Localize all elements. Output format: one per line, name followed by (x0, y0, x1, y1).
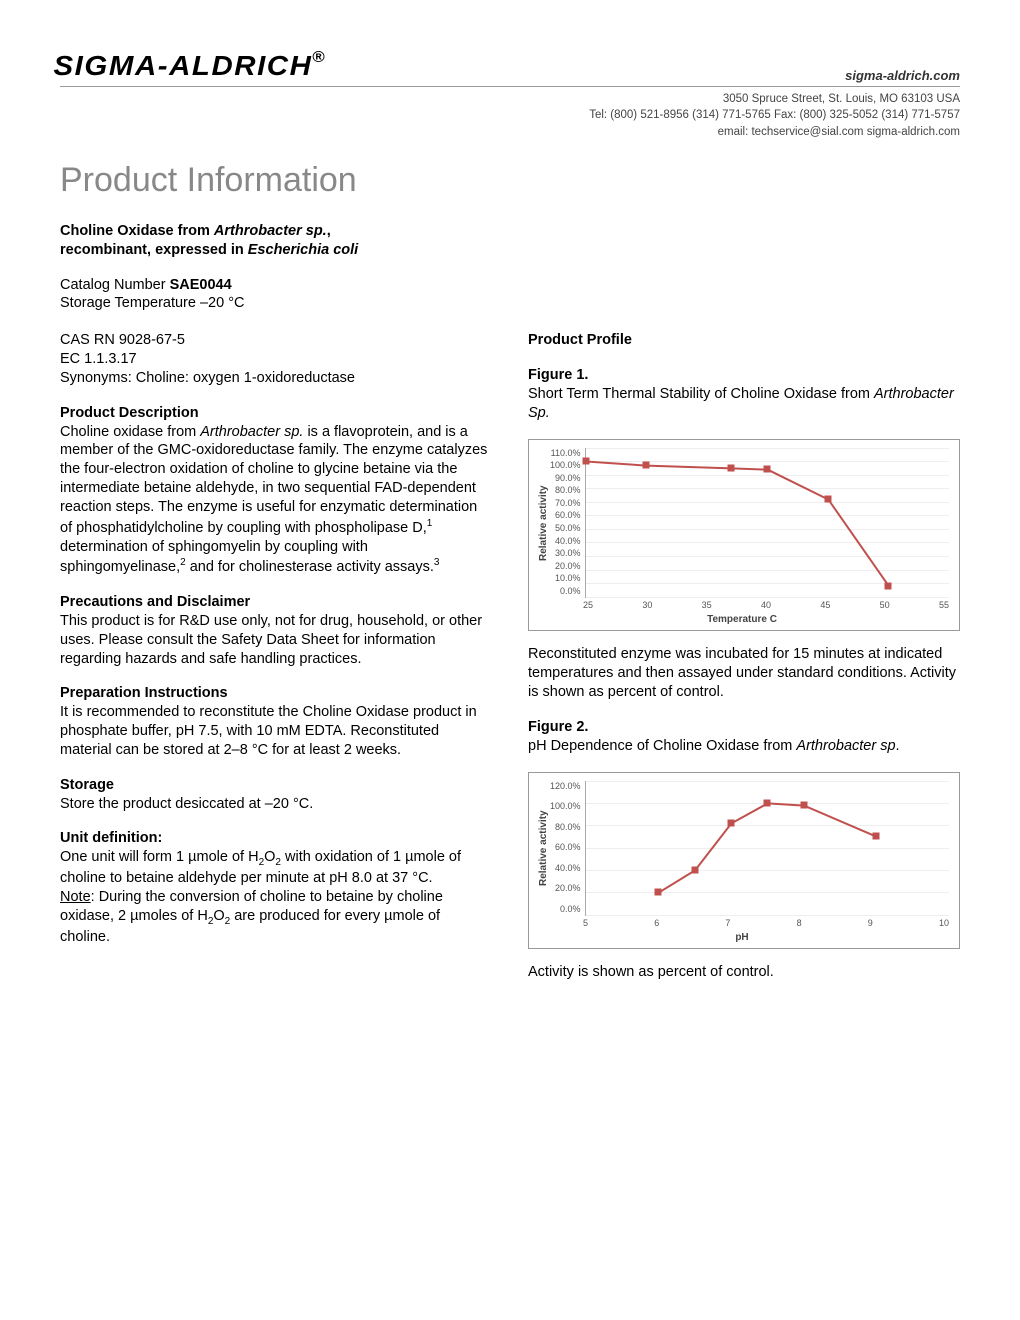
ref-1: 1 (427, 518, 433, 529)
fig2-title-a: pH Dependence of Choline Oxidase from (528, 738, 796, 754)
micro-1: µ (188, 849, 196, 865)
chart-2: Relative activity120.0%100.0%80.0%60.0%4… (528, 772, 960, 950)
product-name-suffix: , (327, 223, 331, 239)
unit-b: mole of H (197, 849, 259, 865)
product-name-species: Arthrobacter sp. (214, 223, 327, 239)
fig1-caption: Reconstituted enzyme was incubated for 1… (528, 645, 960, 702)
unit-heading: Unit definition: (60, 829, 492, 848)
prec-text: This product is for R&D use only, not fo… (60, 612, 492, 669)
note-b: moles of H (139, 908, 208, 924)
storage-section: Storage Store the product desiccated at … (60, 776, 492, 814)
product-line2a: recombinant, expressed in (60, 242, 248, 258)
preparation: Preparation Instructions It is recommend… (60, 684, 492, 759)
catalog-label: Catalog Number (60, 277, 170, 293)
site-url: sigma-aldrich.com (845, 68, 960, 85)
note-c: O (213, 908, 224, 924)
fig2-title-c: . (896, 738, 900, 754)
identifiers: CAS RN 9028-67-5 EC 1.1.3.17 Synonyms: C… (60, 331, 492, 388)
unit-a: One unit will form 1 (60, 849, 188, 865)
left-column: CAS RN 9028-67-5 EC 1.1.3.17 Synonyms: C… (60, 331, 492, 998)
cas-rn: CAS RN 9028-67-5 (60, 331, 492, 350)
product-description: Product Description Choline oxidase from… (60, 404, 492, 577)
right-column: Product Profile Figure 1. Short Term The… (528, 331, 960, 998)
unit-definition: Unit definition: One unit will form 1 µm… (60, 829, 492, 946)
storage-heading: Storage (60, 776, 492, 795)
desc-text-c: is a flavoprotein, and is a member of th… (60, 424, 487, 536)
contact-address: 3050 Spruce Street, St. Louis, MO 63103 … (60, 91, 960, 107)
prep-heading: Preparation Instructions (60, 684, 492, 703)
contact-block: 3050 Spruce Street, St. Louis, MO 63103 … (60, 91, 960, 139)
desc-text-e: and for cholinesterase activity assays. (186, 559, 434, 575)
prep-text: It is recommended to reconstitute the Ch… (60, 703, 492, 760)
brand-logo: SIGMA-ALDRICH® (54, 48, 327, 84)
contact-email: email: techservice@sial.com sigma-aldric… (60, 124, 960, 140)
figure-1-block: Figure 1. Short Term Thermal Stability o… (528, 366, 960, 423)
note-label: Note (60, 889, 91, 905)
fig2-title-b: Arthrobacter sp (796, 738, 895, 754)
synonyms: Synonyms: Choline: oxygen 1-oxidoreducta… (60, 369, 492, 388)
unit-d: with oxidation of 1 (281, 849, 405, 865)
product-intro: Choline Oxidase from Arthrobacter sp., r… (60, 222, 492, 313)
page-title: Product Information (60, 158, 960, 202)
prec-heading: Precautions and Disclaimer (60, 593, 492, 612)
contact-phone: Tel: (800) 521-8956 (314) 771-5765 Fax: … (60, 107, 960, 123)
storage-text: Store the product desiccated at –20 °C. (60, 795, 492, 814)
logo-text: SIGMA-ALDRICH (54, 50, 313, 81)
figure-2-block: Figure 2. pH Dependence of Choline Oxida… (528, 718, 960, 756)
desc-heading: Product Description (60, 404, 492, 423)
unit-c: O (264, 849, 275, 865)
main-columns: CAS RN 9028-67-5 EC 1.1.3.17 Synonyms: C… (60, 331, 960, 998)
micro-3: µ (130, 908, 138, 924)
fig2-caption: Activity is shown as percent of control. (528, 963, 960, 982)
chart-1: Relative activity110.0%100.0%90.0%80.0%7… (528, 439, 960, 632)
fig2-label: Figure 2. (528, 718, 960, 737)
product-name-prefix: Choline Oxidase from (60, 223, 214, 239)
micro-4: µ (384, 908, 392, 924)
fig1-label: Figure 1. (528, 366, 960, 385)
catalog-number: SAE0044 (170, 277, 232, 293)
desc-text-a: Choline oxidase from (60, 424, 200, 440)
product-line2b: Escherichia coli (248, 242, 358, 258)
fig1-title-a: Short Term Thermal Stability of Choline … (528, 386, 874, 402)
storage-temp: Storage Temperature –20 °C (60, 295, 244, 311)
registered-mark: ® (312, 49, 326, 66)
ref-3: 3 (434, 557, 440, 568)
page-header: SIGMA-ALDRICH® sigma-aldrich.com (60, 48, 960, 87)
note-d: are produced for every (230, 908, 384, 924)
ec-number: EC 1.1.3.17 (60, 350, 492, 369)
desc-text-b: Arthrobacter sp. (200, 424, 303, 440)
profile-heading: Product Profile (528, 331, 960, 350)
precautions: Precautions and Disclaimer This product … (60, 593, 492, 668)
